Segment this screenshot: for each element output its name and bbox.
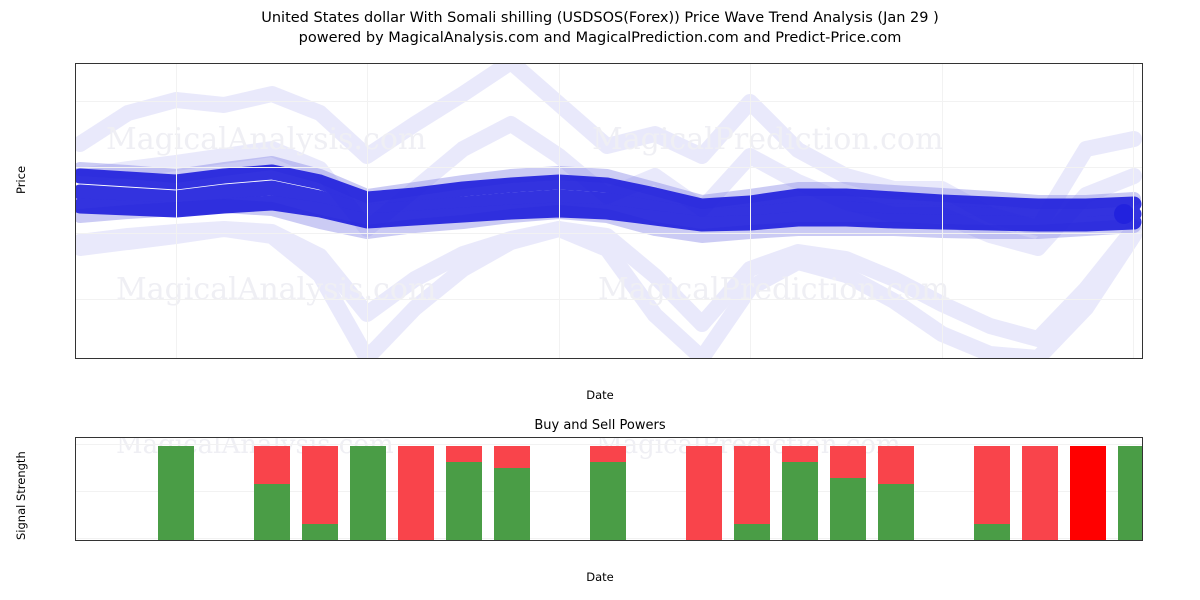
bar-2026-01-23	[830, 446, 866, 540]
bar-2026-01-08	[158, 446, 194, 540]
bar-2026-01-16	[494, 446, 530, 540]
gridline-x4	[750, 64, 751, 358]
bar-2026-01-15	[446, 446, 482, 540]
gridline-x5	[942, 64, 943, 358]
bar-2026-01-10	[254, 446, 290, 540]
gridline-560	[76, 167, 1142, 168]
price-axis-label: Price	[14, 165, 28, 195]
gridline-x6	[1133, 64, 1134, 358]
bar-2026-01-13	[350, 446, 386, 540]
bar-2026-01-19	[590, 446, 626, 540]
bar-2026-01-11	[302, 446, 338, 540]
gridline-1	[76, 444, 1142, 445]
bar-2026-01-22	[782, 446, 818, 540]
bar-2026-01-24	[878, 446, 914, 540]
gridline-570	[76, 101, 1142, 102]
powers-y-axis-label: Signal Strength	[14, 451, 28, 540]
gridline-x1	[176, 64, 177, 358]
bar-2026-01-28	[1070, 446, 1106, 540]
gridline-530	[76, 358, 1142, 359]
price-x-axis-label: Date	[586, 388, 614, 402]
price-chart-plot: MagicalAnalysis.com MagicalPrediction.co…	[75, 63, 1143, 359]
bar-2026-01-29	[1118, 446, 1142, 540]
gridline-x2	[367, 64, 368, 358]
bar-2026-01-26	[974, 446, 1010, 540]
powers-chart-plot: MagicalAnalysis.com MagicalPrediction.co…	[75, 437, 1143, 541]
price-endpoint-marker	[1114, 204, 1134, 224]
gridline-540	[76, 299, 1142, 300]
powers-x-axis-label: Date	[586, 570, 614, 584]
bar-2026-01-21	[734, 446, 770, 540]
gridline-x3	[559, 64, 560, 358]
title-line-1: United States dollar With Somali shillin…	[261, 10, 939, 26]
bar-2026-01-27	[1022, 446, 1058, 540]
powers-chart-title: Buy and Sell Powers	[534, 418, 666, 433]
gridline-550	[76, 233, 1142, 234]
bar-2026-01-20	[686, 446, 722, 540]
title-line-2: powered by MagicalAnalysis.com and Magic…	[298, 30, 902, 46]
bar-2026-01-14	[398, 446, 434, 540]
page-title: United States dollar With Somali shillin…	[0, 8, 1200, 48]
price-wave-bands	[76, 64, 1142, 358]
